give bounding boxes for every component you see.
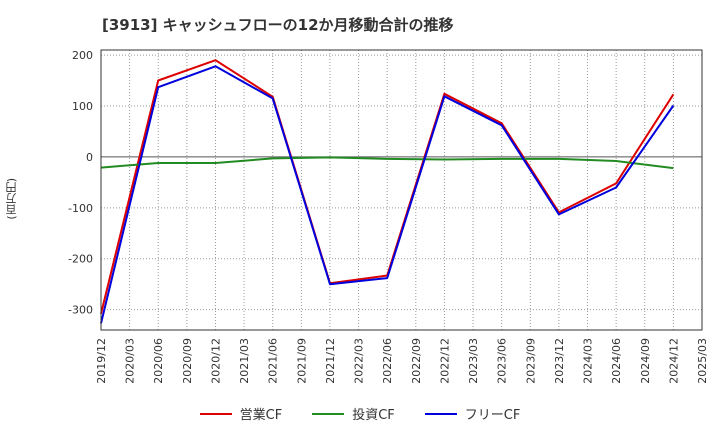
line-chart: 200 100 0 -100 -200 -300 2019/12 2020/03 2020/0… (68, 49, 709, 384)
chart-title: [3913] キャッシュフローの12か月移動合計の推移 (102, 16, 454, 34)
gridlines (101, 50, 702, 330)
x-tick-label: 2021/12 (324, 338, 337, 384)
y-tick-label: 100 (72, 100, 93, 113)
legend-swatch-free (424, 412, 457, 415)
x-tick-label: 2023/09 (524, 338, 537, 384)
investing-cf-line (100, 156, 674, 170)
x-tick-labels: 2019/12 2020/03 2020/06 2020/09 2020/12 2021/… (95, 338, 709, 384)
legend-swatch-investing (312, 412, 345, 415)
legend-item-investing: 投資CF (312, 404, 395, 423)
legend-item-free: フリーCF (424, 404, 521, 423)
x-tick-label: 2022/03 (353, 338, 366, 384)
x-tick-label: 2024/06 (610, 338, 623, 384)
x-tick-label: 2020/09 (181, 338, 194, 384)
x-tick-label: 2024/03 (582, 338, 595, 384)
x-tick-label: 2021/03 (238, 338, 251, 384)
x-tick-label: 2025/03 (696, 338, 709, 384)
x-tick-label: 2022/06 (381, 338, 394, 384)
x-tick-label: 2022/12 (438, 338, 451, 384)
y-tick-labels: 200 100 0 -100 -200 -300 (68, 49, 93, 317)
y-tick-label: 200 (72, 49, 93, 62)
x-tick-label: 2023/03 (467, 338, 480, 384)
series-lines (100, 59, 675, 324)
legend-label-operating: 営業CF (239, 408, 283, 423)
x-tick-label: 2023/12 (553, 338, 566, 384)
x-tick-label: 2024/12 (667, 338, 680, 384)
free-cf-line (100, 65, 675, 324)
x-tick-label: 2022/09 (410, 338, 423, 384)
x-tick-label: 2021/06 (267, 338, 280, 384)
x-tick-label: 2021/09 (295, 338, 308, 384)
y-tick-label: 0 (86, 151, 93, 164)
y-tick-label: -300 (68, 304, 93, 317)
legend-label-investing: 投資CF (352, 408, 395, 423)
y-tick-label: -200 (68, 253, 93, 266)
legend-item-operating: 営業CF (199, 404, 283, 423)
legend: 営業CF 投資CF フリーCF (0, 404, 720, 423)
plot-frame (100, 49, 703, 331)
x-tick-label: 2020/12 (209, 338, 222, 384)
legend-swatch-operating (199, 412, 232, 415)
x-tick-label: 2024/09 (639, 338, 652, 384)
y-tick-label: -100 (68, 202, 93, 215)
x-tick-label: 2020/06 (152, 338, 165, 384)
x-tick-label: 2020/03 (124, 338, 137, 384)
x-tick-label: 2019/12 (95, 338, 108, 384)
legend-label-free: フリーCF (464, 408, 521, 423)
x-tick-label: 2023/06 (496, 338, 509, 384)
